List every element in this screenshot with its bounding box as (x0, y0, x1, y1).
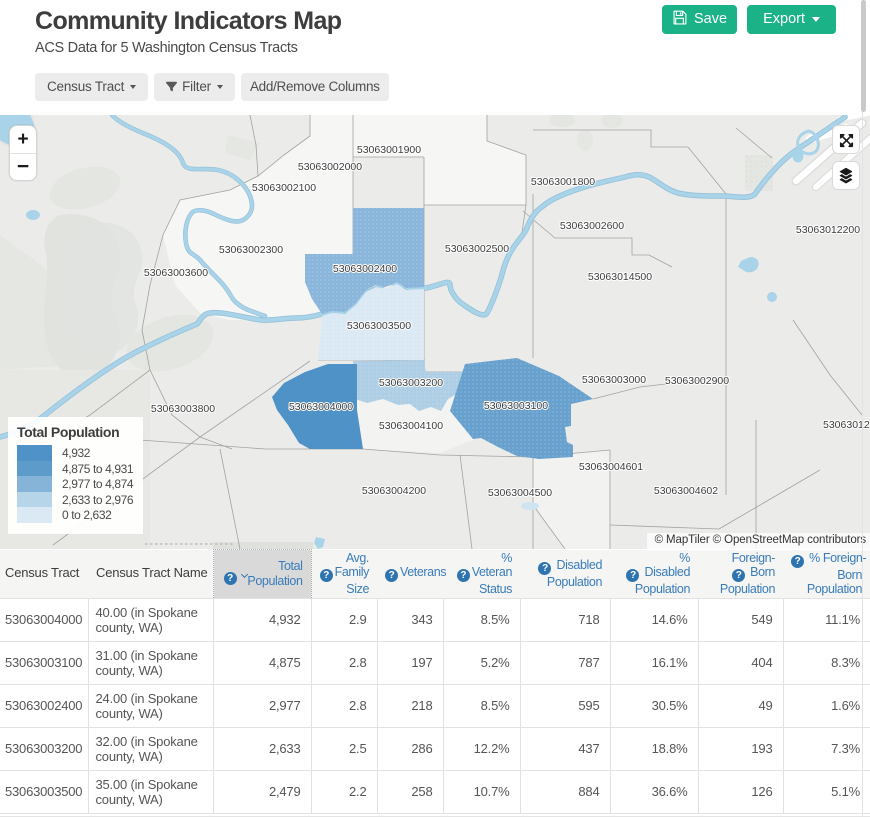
svg-text:53063004100: 53063004100 (379, 420, 443, 432)
svg-text:53063002500: 53063002500 (445, 243, 509, 255)
svg-text:53063004000: 53063004000 (289, 401, 353, 413)
svg-text:53063003200: 53063003200 (379, 377, 443, 389)
svg-text:53063002900: 53063002900 (665, 375, 729, 387)
svg-text:53063004602: 53063004602 (654, 485, 718, 497)
svg-text:53063004500: 53063004500 (488, 487, 552, 499)
svg-text:53063003000: 53063003000 (582, 374, 646, 386)
svg-text:53063003600: 53063003600 (144, 267, 208, 279)
svg-text:53063012301: 53063012301 (823, 419, 870, 431)
svg-text:53063003800: 53063003800 (151, 403, 215, 415)
svg-text:53063012200: 53063012200 (796, 224, 860, 236)
svg-text:53063004601: 53063004601 (579, 461, 643, 473)
svg-text:53063003100: 53063003100 (484, 400, 548, 412)
svg-text:53063004200: 53063004200 (362, 485, 426, 497)
svg-text:53063003500: 53063003500 (347, 320, 411, 332)
svg-text:53063002000: 53063002000 (298, 161, 362, 173)
svg-text:53063002400: 53063002400 (333, 263, 397, 275)
svg-text:53063001800: 53063001800 (531, 176, 595, 188)
svg-text:53063002100: 53063002100 (252, 182, 316, 194)
svg-text:53063001900: 53063001900 (357, 144, 421, 156)
svg-text:53063002300: 53063002300 (219, 244, 283, 256)
svg-text:53063014500: 53063014500 (588, 271, 652, 283)
svg-text:53063002600: 53063002600 (560, 220, 624, 232)
